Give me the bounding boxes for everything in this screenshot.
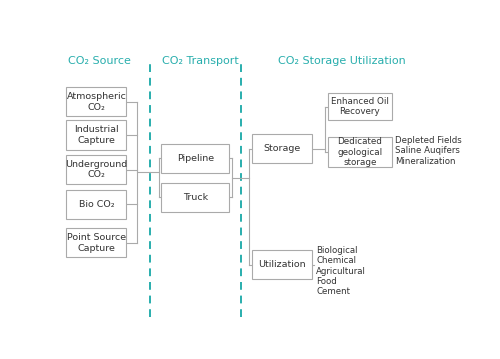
FancyBboxPatch shape	[66, 121, 126, 149]
Text: Enhanced Oil
Recovery: Enhanced Oil Recovery	[331, 97, 389, 116]
FancyBboxPatch shape	[66, 228, 126, 257]
FancyBboxPatch shape	[252, 251, 312, 279]
Text: CO₂ Source: CO₂ Source	[68, 56, 131, 66]
Text: Storage: Storage	[264, 144, 301, 153]
FancyBboxPatch shape	[328, 137, 392, 167]
Text: Atmospheric
CO₂: Atmospheric CO₂	[66, 92, 126, 112]
FancyBboxPatch shape	[66, 155, 126, 184]
Text: Utilization: Utilization	[258, 260, 306, 269]
Text: Depleted Fields
Saline Auqifers
Mineralization: Depleted Fields Saline Auqifers Minerali…	[395, 136, 462, 166]
FancyBboxPatch shape	[252, 134, 312, 163]
Text: CO₂ Storage Utilization: CO₂ Storage Utilization	[278, 56, 406, 66]
Text: Underground
CO₂: Underground CO₂	[66, 160, 128, 179]
Text: Dedicated
geological
storage: Dedicated geological storage	[338, 137, 382, 167]
FancyBboxPatch shape	[162, 144, 229, 173]
Text: Industrial
Capture: Industrial Capture	[74, 125, 118, 145]
Text: Pipeline: Pipeline	[176, 154, 214, 163]
FancyBboxPatch shape	[328, 93, 392, 121]
FancyBboxPatch shape	[66, 87, 126, 116]
Text: Truck: Truck	[182, 193, 208, 202]
Text: Point Source
Capture: Point Source Capture	[67, 233, 126, 252]
Text: CO₂ Transport: CO₂ Transport	[162, 56, 238, 66]
Text: Bio CO₂: Bio CO₂	[78, 200, 114, 209]
Text: Biological
Chemical
Agricultural
Food
Cement: Biological Chemical Agricultural Food Ce…	[316, 246, 366, 297]
FancyBboxPatch shape	[162, 183, 229, 212]
FancyBboxPatch shape	[66, 190, 126, 219]
